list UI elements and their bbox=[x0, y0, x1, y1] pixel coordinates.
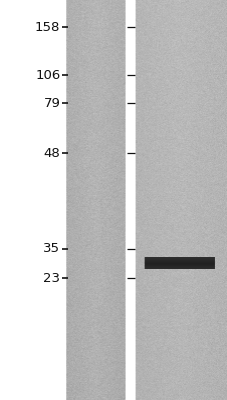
Text: 158: 158 bbox=[35, 21, 60, 34]
Text: 35: 35 bbox=[43, 242, 60, 255]
Text: 23: 23 bbox=[43, 272, 60, 284]
Text: 79: 79 bbox=[43, 97, 60, 110]
Text: 106: 106 bbox=[35, 69, 60, 82]
Text: 48: 48 bbox=[44, 147, 60, 160]
